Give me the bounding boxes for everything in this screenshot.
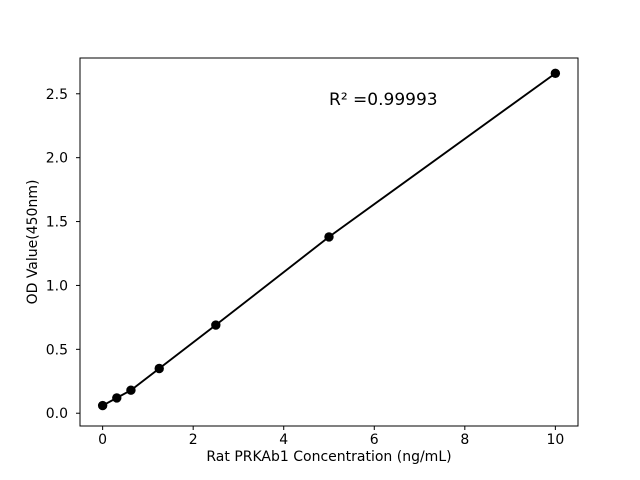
data-point (126, 385, 136, 395)
data-point (97, 400, 108, 411)
y-tick-label: 2.5 (46, 87, 68, 103)
axes-frame (79, 57, 579, 427)
x-tick-label: 0 (98, 432, 107, 448)
y-axis-title: OD Value(450nm) (25, 179, 41, 305)
data-point (324, 232, 334, 242)
x-tick-label: 8 (460, 432, 469, 448)
y-tick-label: 2.0 (46, 151, 68, 167)
x-axis-title: Rat PRKAb1 Concentration (ng/mL) (206, 449, 452, 465)
x-tick-label: 6 (370, 432, 379, 448)
data-point (112, 393, 122, 403)
x-tick-label: 10 (546, 432, 564, 448)
data-point (154, 363, 164, 374)
y-tick-label: 1.5 (46, 215, 68, 231)
data-point (211, 320, 221, 330)
x-tick-label: 4 (279, 432, 288, 448)
data-point (550, 68, 561, 79)
y-tick-label: 0.0 (46, 406, 68, 422)
x-tick-label: 2 (189, 432, 198, 448)
y-tick-label: 1.0 (46, 278, 68, 294)
r-squared-annotation: R² =0.99993 (329, 90, 438, 111)
y-tick-label: 0.5 (46, 342, 68, 358)
